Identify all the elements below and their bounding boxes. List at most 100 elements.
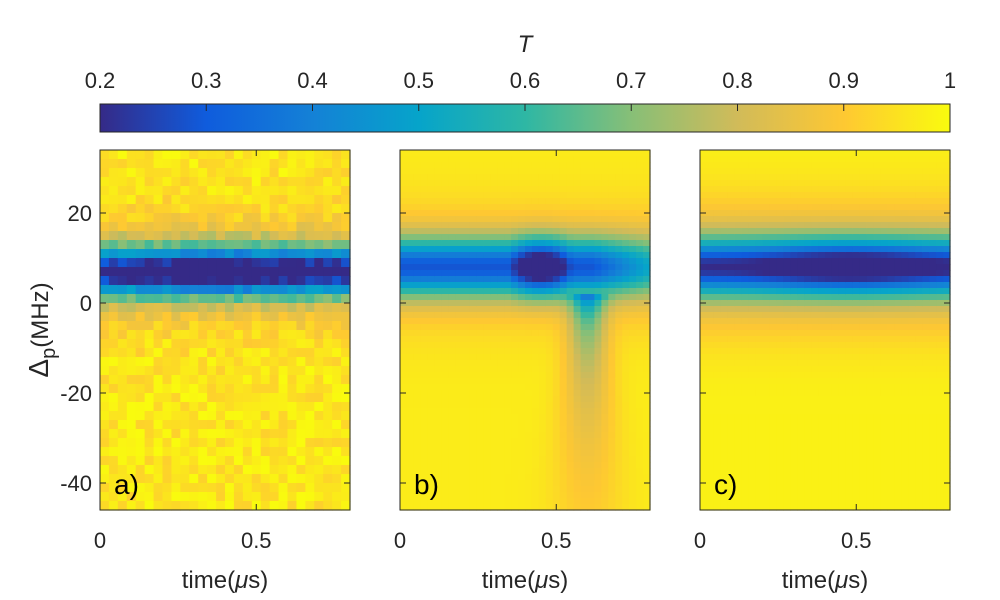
heatmap-cell: [296, 393, 306, 403]
heatmap-cell: [511, 474, 519, 481]
heatmap-cell: [108, 231, 119, 241]
heatmap-cell: [734, 432, 743, 439]
heatmap-cell: [629, 282, 637, 289]
heatmap-cell: [171, 150, 181, 160]
heatmap-cell: [171, 294, 181, 304]
heatmap-cell: [469, 390, 477, 397]
heatmap-cell: [587, 186, 596, 193]
heatmap-cell: [144, 429, 155, 439]
heatmap-cell: [531, 438, 540, 445]
heatmap-cell: [323, 447, 333, 457]
heatmap-cell: [490, 462, 498, 469]
heatmap-cell: [559, 300, 568, 307]
heatmap-cell: [852, 216, 861, 223]
heatmap-cell: [629, 492, 637, 499]
heatmap-cell: [469, 174, 477, 181]
heatmap-cell: [866, 156, 875, 163]
heatmap-cell: [776, 228, 784, 235]
heatmap-cell: [144, 456, 155, 466]
heatmap-cell: [269, 384, 280, 394]
heatmap-cell: [859, 414, 868, 421]
heatmap-cell: [538, 192, 547, 199]
heatmap-cell: [594, 276, 602, 283]
heatmap-cell: [818, 432, 826, 439]
heatmap-cell: [608, 222, 616, 229]
heatmap-cell: [601, 252, 609, 259]
heatmap-cell: [296, 330, 306, 340]
heatmap-cell: [790, 492, 798, 499]
heatmap-cell: [776, 474, 784, 481]
heatmap-cell: [559, 180, 568, 187]
heatmap-cell: [171, 357, 181, 367]
heatmap-cell: [448, 342, 457, 349]
heatmap-cell: [566, 480, 575, 487]
heatmap-cell: [811, 294, 819, 301]
heatmap-cell: [323, 285, 333, 295]
heatmap-cell: [314, 294, 324, 304]
heatmap-cell: [748, 264, 757, 271]
heatmap-cell: [783, 468, 791, 475]
heatmap-cell: [594, 378, 602, 385]
heatmap-cell: [700, 264, 708, 271]
heatmap-cell: [552, 336, 561, 343]
heatmap-cell: [448, 258, 457, 265]
heatmap-cell: [580, 162, 589, 169]
heatmap-cell: [880, 246, 889, 253]
heatmap-cell: [483, 222, 491, 229]
heatmap-cell: [469, 168, 477, 175]
heatmap-cell: [769, 294, 777, 301]
heatmap-cell: [538, 360, 547, 367]
heatmap-cell: [762, 354, 771, 361]
heatmap-cell: [413, 162, 422, 169]
heatmap-cell: [776, 306, 784, 313]
heatmap-cell: [845, 228, 854, 235]
heatmap-cell: [580, 264, 589, 271]
heatmap-cell: [594, 192, 602, 199]
heatmap-cell: [573, 360, 582, 367]
heatmap-cell: [573, 156, 582, 163]
heatmap-cell: [538, 216, 547, 223]
heatmap-cell: [559, 174, 568, 181]
heatmap-cell: [126, 411, 137, 421]
heatmap-cell: [790, 438, 798, 445]
heatmap-cell: [420, 330, 429, 337]
heatmap-cell: [341, 276, 351, 286]
heatmap-cell: [734, 378, 743, 385]
heatmap-cell: [880, 504, 889, 511]
heatmap-cell: [518, 456, 526, 463]
heatmap-cell: [483, 420, 491, 427]
heatmap-cell: [741, 348, 750, 355]
heatmap-cell: [755, 432, 764, 439]
heatmap-cell: [831, 456, 840, 463]
heatmap-cell: [622, 198, 630, 205]
heatmap-cell: [525, 336, 533, 343]
heatmap-cell: [189, 240, 199, 250]
heatmap-cell: [700, 450, 708, 457]
heatmap-cell: [490, 390, 498, 397]
heatmap-cell: [469, 468, 477, 475]
heatmap-cell: [594, 492, 602, 499]
heatmap-cell: [873, 444, 882, 451]
heatmap-cell: [462, 402, 471, 409]
heatmap-cell: [873, 312, 882, 319]
heatmap-cell: [831, 168, 840, 175]
heatmap-cell: [427, 468, 436, 475]
heatmap-cell: [427, 264, 436, 271]
heatmap-cell: [490, 282, 498, 289]
heatmap-cell: [455, 204, 464, 211]
heatmap-cell: [755, 426, 764, 433]
heatmap-cell: [323, 483, 333, 493]
heatmap-cell: [859, 444, 868, 451]
heatmap-cell: [727, 402, 736, 409]
heatmap-cell: [117, 195, 128, 205]
heatmap-cell: [566, 288, 575, 295]
heatmap-cell: [341, 492, 351, 502]
heatmap-cell: [469, 300, 477, 307]
heatmap-cell: [790, 378, 798, 385]
heatmap-cell: [622, 336, 630, 343]
heatmap-cell: [615, 402, 623, 409]
heatmap-cell: [734, 162, 743, 169]
heatmap-cell: [706, 450, 715, 457]
heatmap-cell: [608, 276, 616, 283]
heatmap-cell: [818, 492, 826, 499]
